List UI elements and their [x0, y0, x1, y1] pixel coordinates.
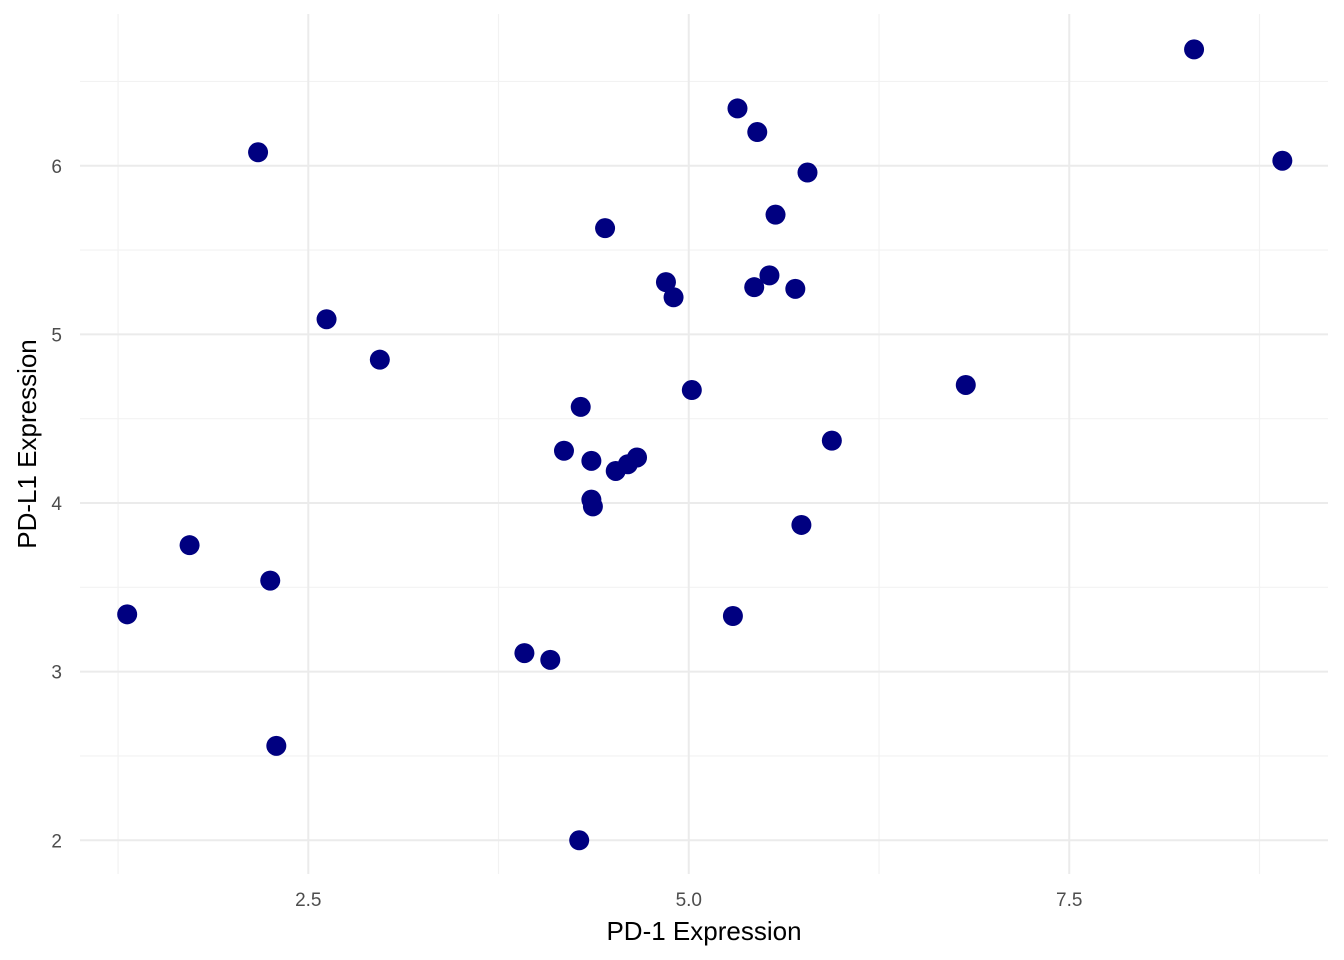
data-points	[117, 39, 1293, 851]
data-point	[540, 649, 561, 670]
data-point	[655, 272, 676, 293]
data-point	[727, 98, 748, 119]
data-point	[582, 496, 603, 517]
y-tick-label: 4	[51, 494, 62, 515]
data-point	[797, 162, 818, 183]
data-point	[759, 265, 780, 286]
data-point	[722, 606, 743, 626]
data-point	[569, 830, 590, 851]
data-point	[1184, 39, 1205, 60]
data-point	[744, 277, 765, 298]
x-axis-title: PD-1 Expression	[606, 916, 801, 946]
data-point	[179, 535, 200, 556]
x-tick-label: 5.0	[676, 890, 702, 911]
x-tick-labels: 2.5 5.0 7.5	[295, 890, 1082, 911]
data-point	[369, 349, 390, 370]
y-tick-label: 3	[51, 663, 62, 684]
data-point	[266, 735, 287, 756]
data-point	[821, 430, 842, 451]
x-tick-label: 7.5	[1056, 890, 1082, 911]
data-point	[747, 122, 768, 143]
data-point	[1272, 150, 1293, 171]
data-point	[553, 440, 574, 461]
data-point	[595, 218, 616, 239]
data-point	[785, 278, 806, 299]
y-tick-label: 2	[51, 831, 62, 852]
data-point	[791, 514, 812, 535]
y-axis-title: PD-L1 Expression	[12, 339, 42, 549]
data-point	[117, 604, 138, 625]
grid	[80, 14, 1328, 874]
data-point	[765, 204, 786, 225]
x-tick-label: 2.5	[295, 890, 321, 911]
y-tick-label: 5	[51, 325, 62, 346]
data-point	[260, 570, 281, 591]
data-point	[955, 374, 976, 395]
data-point	[248, 142, 269, 163]
data-point	[581, 450, 602, 471]
data-point	[514, 643, 535, 664]
data-point	[570, 396, 591, 417]
y-tick-label: 6	[51, 157, 62, 178]
data-point	[605, 460, 626, 481]
data-point	[663, 287, 684, 308]
y-tick-labels: 2 3 4 5 6	[51, 157, 62, 853]
data-point	[316, 309, 337, 330]
data-point	[681, 380, 702, 401]
